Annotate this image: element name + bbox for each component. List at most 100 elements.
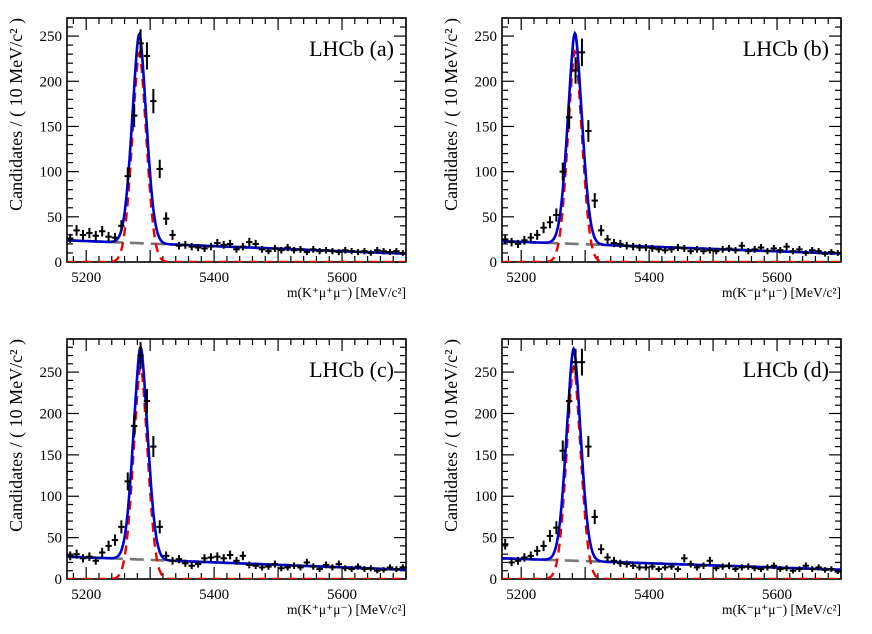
y-tick-label: 250 bbox=[40, 365, 63, 381]
data-point bbox=[521, 553, 528, 562]
data-point bbox=[700, 248, 707, 255]
data-point bbox=[342, 565, 349, 572]
data-point bbox=[617, 239, 624, 248]
data-point bbox=[604, 234, 611, 244]
data-point bbox=[757, 243, 765, 252]
data-point bbox=[284, 243, 291, 252]
data-point bbox=[67, 551, 74, 561]
data-point bbox=[252, 239, 259, 248]
data-point bbox=[617, 559, 624, 567]
data-point bbox=[380, 248, 387, 255]
total-fit-line bbox=[502, 30, 841, 255]
x-tick-label: 5200 bbox=[506, 270, 536, 286]
data-point bbox=[629, 562, 637, 570]
data-point bbox=[623, 241, 630, 250]
data-point bbox=[559, 440, 566, 462]
data-point bbox=[386, 249, 394, 256]
data-point bbox=[297, 245, 304, 253]
data-point bbox=[668, 563, 675, 570]
data-point bbox=[310, 563, 317, 570]
data-point bbox=[719, 563, 726, 570]
data-point bbox=[815, 564, 822, 571]
x-tick-label: 5600 bbox=[327, 270, 357, 286]
data-point bbox=[329, 564, 336, 571]
y-tick-label: 200 bbox=[40, 74, 63, 90]
data-point bbox=[246, 237, 253, 247]
x-axis-title: m(K⁺μ⁺μ⁻) [MeV/c²] bbox=[287, 285, 406, 300]
data-point bbox=[182, 240, 189, 249]
panel-label: LHCb (d) bbox=[743, 357, 829, 382]
data-point bbox=[386, 564, 394, 571]
data-point bbox=[156, 520, 163, 534]
data-point bbox=[130, 414, 138, 438]
data-point bbox=[188, 242, 195, 251]
data-point bbox=[348, 566, 355, 572]
x-tick-label: 5400 bbox=[634, 587, 664, 603]
data-point bbox=[354, 563, 362, 570]
y-tick-label: 50 bbox=[482, 210, 497, 226]
data-point bbox=[226, 550, 234, 560]
y-tick-label: 200 bbox=[475, 74, 498, 90]
data-point bbox=[732, 566, 739, 572]
data-point bbox=[732, 246, 739, 254]
data-point bbox=[290, 562, 298, 570]
x-tick-label: 5400 bbox=[634, 270, 664, 286]
signal-fit-line bbox=[67, 364, 406, 579]
data-point bbox=[233, 245, 240, 253]
data-point bbox=[802, 250, 810, 256]
data-point bbox=[73, 549, 80, 559]
data-point bbox=[111, 534, 119, 546]
data-point bbox=[789, 248, 797, 255]
data-point bbox=[374, 246, 381, 254]
data-point bbox=[284, 564, 291, 571]
data-point bbox=[591, 509, 598, 525]
y-tick-label: 50 bbox=[47, 210, 62, 226]
data-point bbox=[540, 540, 547, 552]
y-tick-label: 250 bbox=[40, 29, 63, 45]
data-point bbox=[514, 239, 522, 248]
data-point bbox=[514, 556, 522, 565]
data-point bbox=[348, 248, 355, 255]
data-point bbox=[745, 248, 752, 255]
data-point bbox=[239, 242, 247, 251]
signal-fit-line bbox=[502, 364, 841, 579]
data-point bbox=[252, 562, 259, 570]
data-point bbox=[783, 242, 790, 251]
data-point bbox=[642, 243, 650, 252]
y-tick-label: 250 bbox=[475, 365, 498, 381]
data-point bbox=[757, 566, 765, 572]
data-point bbox=[399, 250, 406, 256]
data-point bbox=[764, 564, 771, 571]
data-point bbox=[649, 563, 656, 570]
data-point bbox=[374, 568, 381, 574]
data-point bbox=[610, 238, 618, 248]
data-point bbox=[233, 556, 240, 565]
data-point bbox=[137, 29, 144, 58]
data-point bbox=[751, 565, 758, 572]
data-point bbox=[777, 566, 784, 572]
data-point bbox=[706, 246, 714, 254]
data-point bbox=[118, 220, 125, 232]
data-point bbox=[399, 564, 406, 571]
y-tick-label: 200 bbox=[475, 406, 498, 422]
data-point bbox=[303, 558, 311, 567]
signal-fit-line bbox=[67, 50, 406, 262]
data-point bbox=[162, 551, 170, 561]
data-point bbox=[98, 547, 106, 558]
data-point bbox=[137, 341, 144, 370]
data-point bbox=[546, 529, 554, 542]
data-point bbox=[182, 559, 189, 567]
data-point bbox=[610, 556, 618, 565]
x-tick-label: 5600 bbox=[762, 587, 792, 603]
data-point bbox=[194, 560, 202, 568]
data-point bbox=[668, 245, 675, 253]
data-point bbox=[821, 567, 829, 573]
data-point bbox=[834, 569, 841, 575]
y-tick-label: 0 bbox=[490, 255, 498, 271]
x-tick-label: 5200 bbox=[71, 587, 101, 603]
data-point bbox=[335, 560, 343, 568]
data-point bbox=[310, 245, 317, 253]
data-point bbox=[271, 244, 279, 252]
data-point bbox=[220, 240, 227, 249]
